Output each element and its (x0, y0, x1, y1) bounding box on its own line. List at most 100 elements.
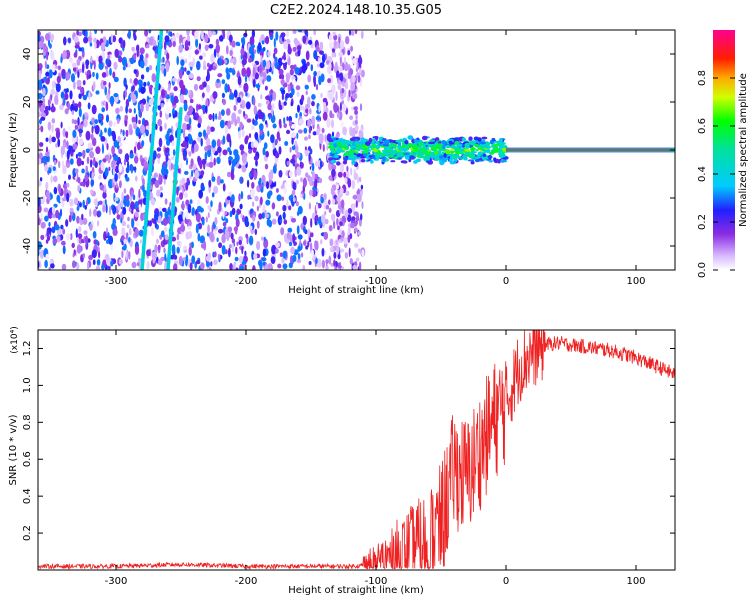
heatmap-noise-cell (305, 90, 308, 96)
heatmap-noise-cell (156, 189, 161, 197)
heatmap-noise-cell (293, 37, 298, 45)
heatmap-signal-cell (409, 155, 415, 159)
heatmap-noise-cell (292, 254, 297, 263)
heatmap-noise-cell (248, 46, 253, 55)
heatmap-noise-cell (349, 258, 353, 265)
heatmap-noise-cell (50, 194, 53, 200)
heatmap-noise-cell (117, 205, 120, 210)
heatmap-noise-cell (207, 62, 210, 68)
heatmap-noise-cell (290, 101, 294, 107)
heatmap-noise-cell (357, 56, 363, 66)
heatmap-noise-cell (45, 137, 49, 142)
heatmap-noise-cell (357, 231, 361, 236)
heatmap-noise-cell (301, 94, 305, 102)
heatmap-noise-cell (185, 123, 191, 130)
heatmap-noise-cell (103, 80, 107, 86)
heatmap-noise-cell (227, 84, 230, 92)
heatmap-noise-cell (268, 171, 274, 181)
heatmap-noise-cell (78, 68, 83, 73)
heatmap-noise-cell (191, 169, 194, 177)
heatmap-noise-cell (38, 122, 41, 129)
heatmap-noise-cell (267, 156, 272, 162)
heatmap-signal-cell (335, 140, 339, 143)
heatmap-noise-cell (236, 209, 242, 215)
heatmap-noise-cell (107, 54, 110, 60)
heatmap-noise-cell (82, 199, 85, 208)
heatmap-noise-cell (241, 246, 244, 255)
heatmap-noise-cell (82, 149, 86, 158)
heatmap-noise-cell (183, 148, 187, 158)
heatmap-noise-cell (138, 119, 141, 125)
y-tick-label: 0.8 (22, 414, 33, 430)
heatmap-noise-cell (310, 232, 314, 238)
heatmap-noise-cell (260, 55, 263, 63)
heatmap-noise-cell (273, 47, 278, 55)
heatmap-noise-cell (280, 185, 284, 190)
heatmap-noise-cell (316, 44, 319, 53)
heatmap-noise-cell (168, 31, 171, 36)
heatmap-noise-cell (195, 213, 201, 223)
heatmap-noise-cell (215, 113, 218, 120)
heatmap-noise-cell (113, 155, 119, 162)
heatmap-noise-cell (234, 153, 240, 163)
heatmap-noise-cell (180, 202, 185, 210)
heatmap-noise-cell (268, 114, 271, 120)
snr-y-ticks: 0.2 0.4 0.6 0.8 1.0 1.2 (22, 341, 675, 541)
heatmap-signal-cell (330, 146, 335, 150)
heatmap-noise-cell (50, 50, 55, 60)
heatmap-noise-cell (338, 65, 343, 72)
heatmap-noise-cell (82, 253, 86, 259)
heatmap-noise-cell (358, 261, 362, 270)
heatmap-noise-cell (159, 110, 163, 118)
heatmap-noise-cell (333, 251, 337, 259)
heatmap-noise-cell (179, 162, 183, 170)
heatmap-noise-cell (93, 37, 97, 43)
heatmap-noise-cell (112, 71, 116, 79)
heatmap-noise-cell (251, 181, 255, 189)
heatmap-noise-cell (254, 228, 258, 235)
heatmap-noise-cell (333, 34, 338, 41)
heatmap-noise-cell (208, 113, 213, 121)
heatmap-noise-cell (148, 30, 152, 34)
heatmap-signal-cell (382, 156, 386, 162)
heatmap-noise-cell (118, 37, 123, 44)
heatmap-noise-cell (324, 192, 327, 201)
heatmap-noise-cell (158, 173, 161, 182)
heatmap-noise-cell (309, 242, 313, 252)
heatmap-signal-cell (456, 143, 463, 147)
heatmap-noise-cell (204, 151, 208, 161)
heatmap-signal-cell (335, 148, 342, 154)
heatmap-noise-cell (118, 142, 123, 147)
heatmap-signal-cell (416, 137, 420, 140)
heatmap-noise-cell (277, 65, 281, 71)
heatmap-noise-cell (201, 76, 205, 83)
heatmap-noise-cell (113, 121, 117, 127)
heatmap-noise-cell (308, 134, 311, 140)
heatmap-noise-cell (296, 166, 302, 176)
heatmap-noise-cell (138, 87, 141, 93)
heatmap-noise-cell (316, 128, 320, 136)
heatmap-signal-cell (439, 147, 443, 150)
heatmap-noise-cell (70, 233, 73, 241)
heatmap-noise-cell (196, 76, 201, 82)
heatmap-noise-cell (307, 74, 312, 83)
heatmap-noise-cell (256, 205, 259, 212)
heatmap-noise-cell (262, 248, 267, 257)
heatmap-noise-cell (167, 128, 172, 133)
heatmap-noise-cell (131, 116, 137, 123)
heatmap-noise-cell (274, 152, 280, 159)
heatmap-noise-cell (297, 104, 300, 113)
heatmap-noise-cell (254, 132, 259, 140)
heatmap-signal-cell (493, 157, 497, 162)
heatmap-noise-cell (137, 79, 143, 86)
x-tick-label: -100 (365, 576, 388, 587)
heatmap-noise-cell (308, 152, 311, 162)
heatmap-noise-cell (228, 156, 233, 161)
heatmap-noise-cell (273, 38, 276, 48)
heatmap-noise-cell (328, 34, 333, 41)
heatmap-noise-cell (179, 241, 182, 249)
heatmap-noise-cell (259, 51, 264, 56)
heatmap-noise-cell (310, 157, 313, 166)
heatmap-noise-cell (244, 74, 248, 83)
heatmap-noise-cell (170, 125, 174, 136)
